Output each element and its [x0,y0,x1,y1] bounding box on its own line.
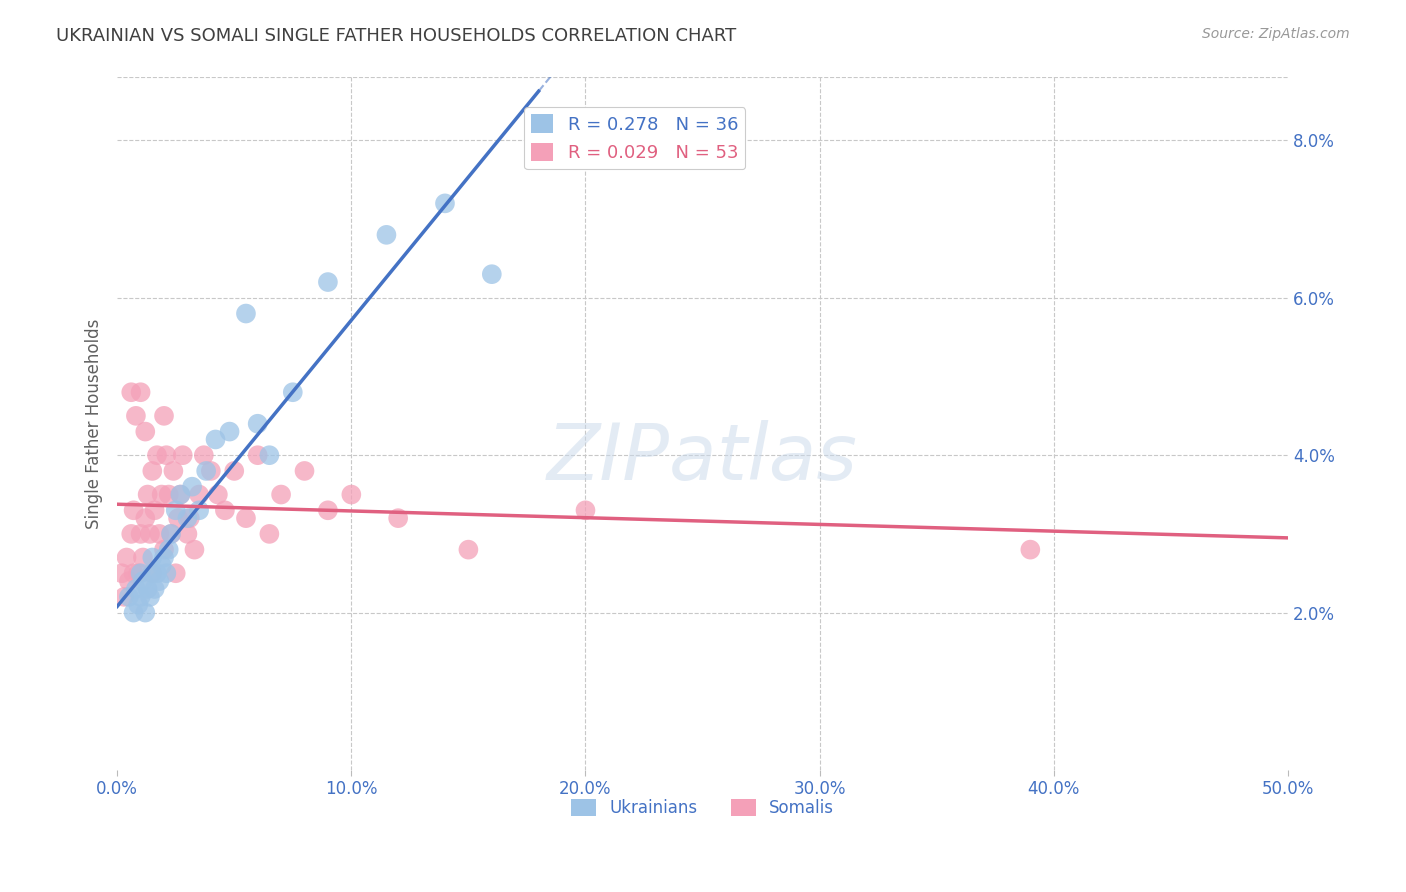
Point [155,448,177,462]
Point [218,425,240,439]
Point [259,527,281,541]
Point [574,503,596,517]
Point [270,487,292,501]
Point [204,433,226,447]
Point [224,464,246,478]
Point [136,582,159,596]
Point [115,550,138,565]
Point [127,566,149,581]
Point [148,527,170,541]
Y-axis label: Single Father Households: Single Father Households [86,318,103,529]
Point [141,550,163,565]
Point [433,196,456,211]
Point [294,464,316,478]
Point [153,542,176,557]
Point [122,606,145,620]
Point [160,527,183,541]
Point [141,566,163,581]
Point [214,503,236,517]
Point [316,503,339,517]
Point [176,527,198,541]
Point [172,448,194,462]
Point [246,417,269,431]
Text: Source: ZipAtlas.com: Source: ZipAtlas.com [1202,27,1350,41]
Point [153,550,176,565]
Point [150,558,173,573]
Point [176,511,198,525]
Point [134,606,156,620]
Point [179,511,201,525]
Point [235,511,257,525]
Point [160,527,183,541]
Point [139,527,162,541]
Point [141,566,163,581]
Point [387,511,409,525]
Point [134,511,156,525]
Point [132,550,155,565]
Point [316,275,339,289]
Legend: Ukrainians, Somalis: Ukrainians, Somalis [564,792,841,824]
Point [146,448,169,462]
Point [155,566,177,581]
Point [141,464,163,478]
Point [122,566,145,581]
Point [146,566,169,581]
Point [136,487,159,501]
Point [143,582,166,596]
Point [118,590,141,604]
Text: UKRAINIAN VS SOMALI SINGLE FATHER HOUSEHOLDS CORRELATION CHART: UKRAINIAN VS SOMALI SINGLE FATHER HOUSEH… [56,27,737,45]
Point [235,307,257,321]
Point [157,487,180,501]
Point [169,487,191,501]
Point [148,574,170,588]
Point [129,385,152,400]
Point [139,590,162,604]
Point [112,590,135,604]
Point [1019,542,1042,557]
Point [122,503,145,517]
Point [129,566,152,581]
Point [157,542,180,557]
Point [129,590,152,604]
Point [143,503,166,517]
Point [246,448,269,462]
Point [162,464,184,478]
Point [340,487,363,501]
Point [132,574,155,588]
Point [165,566,187,581]
Point [167,511,190,525]
Point [207,487,229,501]
Point [188,503,211,517]
Point [281,385,304,400]
Point [195,464,218,478]
Point [134,425,156,439]
Point [153,409,176,423]
Point [188,487,211,501]
Point [193,448,215,462]
Point [120,385,142,400]
Point [481,267,503,281]
Point [200,464,222,478]
Point [181,480,204,494]
Point [120,527,142,541]
Text: ZIPatlas: ZIPatlas [547,420,858,496]
Point [457,542,479,557]
Point [375,227,398,242]
Point [165,503,187,517]
Point [169,487,191,501]
Point [118,574,141,588]
Point [125,582,148,596]
Point [150,487,173,501]
Point [183,542,205,557]
Point [125,409,148,423]
Point [127,598,149,612]
Point [259,448,281,462]
Point [111,566,134,581]
Point [129,527,152,541]
